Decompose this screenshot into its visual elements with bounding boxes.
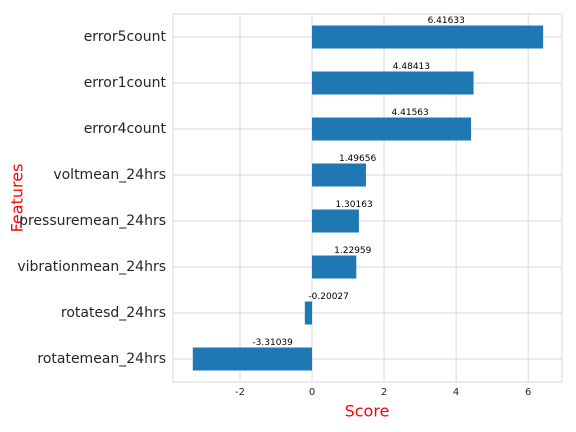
bar xyxy=(304,301,313,325)
data-label: -3.31039 xyxy=(252,338,293,348)
data-label: 1.30163 xyxy=(335,200,372,210)
data-label: 4.48413 xyxy=(393,62,430,72)
data-label: -0.20027 xyxy=(308,292,348,302)
x-tick-label: 4 xyxy=(453,387,459,398)
x-tick-label: 2 xyxy=(381,387,387,398)
y-axis-label: Features xyxy=(8,164,27,233)
y-tick-label: voltmean_24hrs xyxy=(53,167,166,183)
plot-frame xyxy=(172,13,563,383)
y-tick-label: vibrationmean_24hrs xyxy=(17,259,166,275)
y-tick-label: rotatemean_24hrs xyxy=(37,351,166,367)
data-label: 4.41563 xyxy=(392,108,429,118)
x-axis-label: Score xyxy=(345,402,390,421)
data-label: 1.49656 xyxy=(339,154,376,164)
y-tick-label: error1count xyxy=(84,75,167,91)
x-tick-label: 6 xyxy=(525,387,531,398)
y-tick-label: rotatesd_24hrs xyxy=(61,305,166,321)
bar xyxy=(312,117,472,141)
bar xyxy=(312,71,474,95)
bar xyxy=(312,163,366,187)
bar xyxy=(312,25,544,49)
bar xyxy=(312,209,359,233)
y-tick-label: pressuremean_24hrs xyxy=(19,213,166,229)
data-label: 6.41633 xyxy=(428,16,465,26)
data-label: 1.22959 xyxy=(334,246,371,256)
bar xyxy=(192,347,313,371)
y-tick-label: error4count xyxy=(84,121,167,137)
x-tick-label: -2 xyxy=(235,387,245,398)
x-tick-label: 0 xyxy=(309,387,315,398)
y-tick-label: error5count xyxy=(84,29,167,45)
bar xyxy=(312,255,357,279)
